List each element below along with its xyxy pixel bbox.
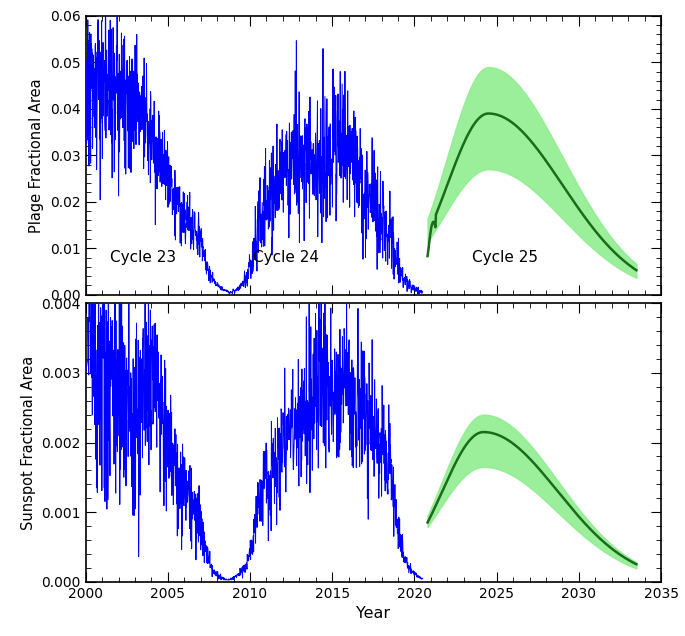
X-axis label: Year: Year <box>356 606 390 621</box>
Text: Cycle 23: Cycle 23 <box>110 250 177 265</box>
Text: Cycle 25: Cycle 25 <box>472 250 538 265</box>
Text: Cycle 24: Cycle 24 <box>253 250 319 265</box>
Y-axis label: Sunspot Fractional Area: Sunspot Fractional Area <box>21 356 36 530</box>
Y-axis label: Plage Fractional Area: Plage Fractional Area <box>29 78 45 233</box>
